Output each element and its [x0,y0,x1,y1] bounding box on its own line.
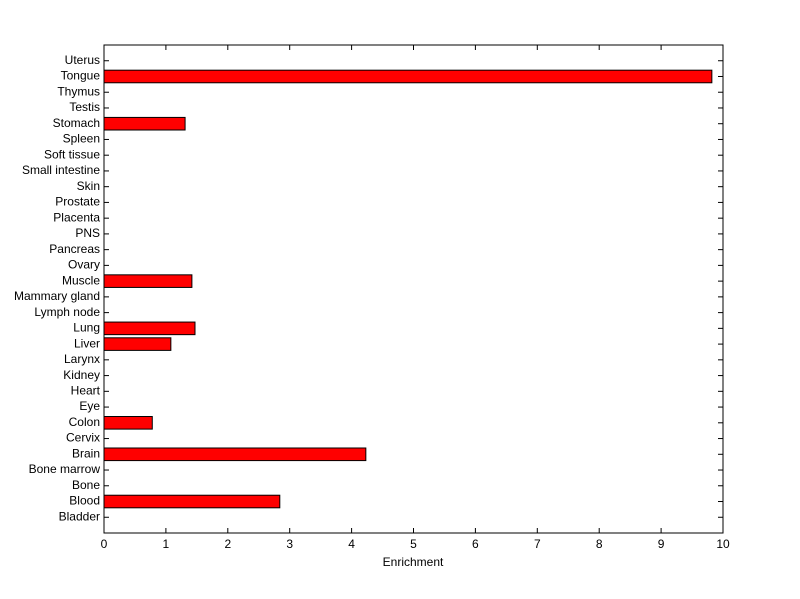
x-tick-label: 4 [348,537,355,551]
x-tick-label: 9 [658,537,665,551]
y-tick-label: Small intestine [22,163,100,177]
y-tick-label: Muscle [62,273,100,287]
y-tick-label: Skin [77,179,100,193]
y-tick-label: Placenta [53,210,100,224]
y-tick-label: Blood [69,494,100,508]
y-tick-label: Testis [69,100,100,114]
bar [103,274,193,288]
bar [103,116,186,131]
y-tick-label: Kidney [63,368,100,382]
x-tick-label: 5 [410,537,417,551]
y-tick-label: Bladder [59,509,100,523]
y-tick-label: Bone [72,478,100,492]
x-axis-label: Enrichment [383,555,444,569]
y-tick-label: PNS [75,226,100,240]
y-tick-label: Stomach [53,116,100,130]
y-tick-label: Soft tissue [44,147,100,161]
bar [103,321,196,336]
y-tick-label: Heart [71,383,101,397]
y-tick-label: Larynx [64,352,100,366]
y-tick-label: Pancreas [49,242,100,256]
bar [103,337,172,351]
y-tick-label: Liver [74,336,100,350]
y-tick-label: Mammary gland [14,289,100,303]
x-tick-label: 7 [534,537,541,551]
x-tick-label: 8 [596,537,603,551]
y-tick-label: Thymus [57,84,100,98]
y-tick-label: Cervix [66,431,100,445]
bar [103,447,367,462]
x-tick-label: 1 [163,537,170,551]
y-tick-label: Lymph node [34,305,100,319]
y-tick-label: Prostate [55,195,100,209]
x-tick-label: 3 [286,537,293,551]
y-tick-label: Ovary [68,258,100,272]
y-tick-label: Colon [69,415,100,429]
bar [103,69,713,84]
x-tick-label: 2 [224,537,231,551]
bar [103,416,153,430]
y-tick-label: Uterus [65,53,100,67]
x-tick-label: 0 [101,537,108,551]
y-tick-label: Tongue [61,69,101,83]
x-tick-label: 10 [716,537,730,551]
y-tick-label: Brain [72,446,100,460]
y-tick-label: Eye [79,399,100,413]
x-tick-label: 6 [472,537,479,551]
y-tick-label: Bone marrow [29,462,101,476]
bar [103,494,281,509]
y-tick-label: Lung [73,321,100,335]
y-tick-label: Spleen [63,132,100,146]
